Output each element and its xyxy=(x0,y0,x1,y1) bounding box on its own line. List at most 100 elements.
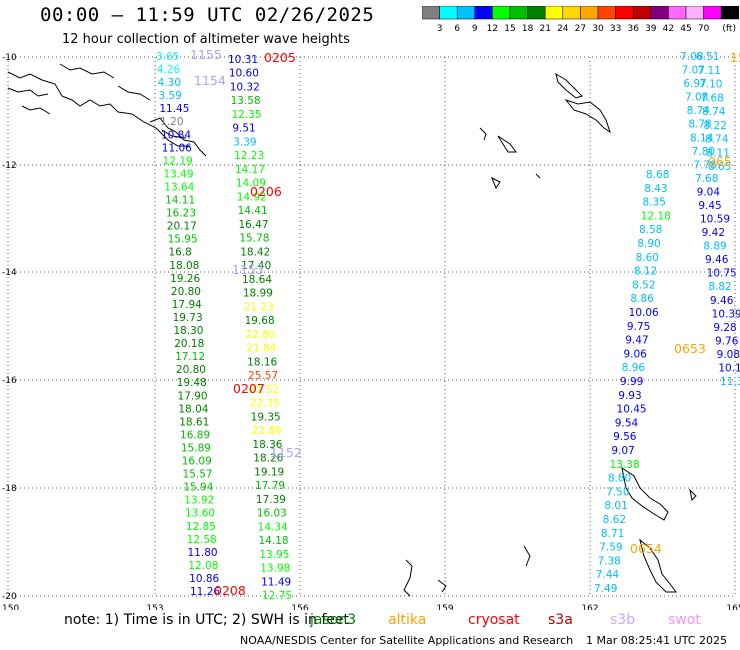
swh-value: 14.92 xyxy=(237,191,267,203)
footnote: note: 1) Time is in UTC; 2) SWH is in fe… xyxy=(64,612,350,628)
legend-s3a: s3a xyxy=(548,612,573,628)
swh-value: 20.80 xyxy=(171,286,201,298)
swh-value: 18.42 xyxy=(240,246,270,258)
swh-value: 12.75 xyxy=(262,590,292,602)
swh-value: 9.76 xyxy=(715,335,739,347)
swh-value: 11.06 xyxy=(162,142,192,154)
swh-value: 12.85 xyxy=(186,521,216,533)
pass-time-label: 0653 xyxy=(674,341,706,356)
swh-value: 8.01 xyxy=(604,500,627,512)
latitude-label: -18 xyxy=(2,484,17,494)
swh-value: 18.61 xyxy=(179,416,209,428)
swh-value: 18.64 xyxy=(242,274,272,286)
legend-s3b: s3b xyxy=(610,612,636,628)
swh-value: 20.80 xyxy=(176,364,206,376)
swh-value: 14.34 xyxy=(258,521,288,533)
swh-value: 11.26 xyxy=(190,586,220,598)
swh-value: 12.19 xyxy=(163,155,193,167)
swh-value: 8.43 xyxy=(644,183,667,195)
swh-value: 13.95 xyxy=(259,549,289,561)
swh-value: 18.26 xyxy=(253,453,283,465)
swh-value: 8.74 xyxy=(702,106,726,118)
scale-tick-label: 21 xyxy=(539,24,550,34)
longitude-label: 159 xyxy=(436,604,453,610)
swh-value: 16.8 xyxy=(168,247,191,259)
swh-value: 8.52 xyxy=(632,279,655,291)
swh-value: 10.06 xyxy=(629,307,659,319)
latitude-label: -16 xyxy=(2,376,17,386)
axis-ticks: -10 -12 -14 -16 -18 -20 150 153 156 159 162 165 xyxy=(2,53,740,610)
pass-time-label: 151 xyxy=(730,50,740,65)
swh-value: 19.26 xyxy=(170,273,200,285)
swh-value: 11.45 xyxy=(159,103,189,115)
map-title: 00:00 — 11:59 UTC 02/26/2025 xyxy=(40,4,375,26)
swh-value: 17.40 xyxy=(241,260,271,272)
swh-value: 15.94 xyxy=(183,482,213,494)
scale-tick-label: 36 xyxy=(627,24,639,34)
swh-value: 8.89 xyxy=(703,241,726,253)
swh-value: 7.59 xyxy=(599,542,622,554)
swh-value: 9.54 xyxy=(615,417,639,429)
longitude-label: 165 xyxy=(726,604,740,610)
swh-value: 7.11 xyxy=(698,65,721,77)
swh-value: 18.08 xyxy=(169,260,199,272)
longitude-label: 156 xyxy=(291,604,308,610)
swh-value: 9.75 xyxy=(627,321,650,333)
swh-value: 18.36 xyxy=(252,439,282,451)
swh-value: 18.99 xyxy=(243,288,273,300)
swh-value: 7.38 xyxy=(597,555,620,567)
swh-value: 6.97 xyxy=(683,78,706,90)
swh-value: 10.84 xyxy=(161,129,191,141)
swh-value: 10.45 xyxy=(617,404,647,416)
swh-value: 10.59 xyxy=(700,214,730,226)
scale-tick-label: 12 xyxy=(487,24,498,34)
latitude-label: -14 xyxy=(2,268,17,278)
swh-value: 13.64 xyxy=(164,181,194,193)
pass-time-label: 1153 xyxy=(232,262,264,277)
swh-value: 8.78 xyxy=(688,119,711,131)
swh-value: 3.65 xyxy=(156,51,179,63)
swh-value: 9.46 xyxy=(710,295,734,307)
wave-height-map: 3.654.264.303.5911.451.2010.8411.0612.19… xyxy=(2,47,740,610)
latitude-label: -12 xyxy=(2,161,17,171)
swh-value: 19.68 xyxy=(245,315,275,327)
swh-value: 25.57 xyxy=(248,370,278,382)
pass-time-label: 065 xyxy=(708,154,732,169)
swh-value: 9.42 xyxy=(702,227,725,239)
swh-value: 8.71 xyxy=(601,528,624,540)
swh-value: 17.79 xyxy=(255,480,285,492)
latitude-label: -20 xyxy=(2,592,17,602)
map-subtitle: 12 hour collection of altimeter wave hei… xyxy=(62,32,350,47)
swh-value: 16.23 xyxy=(166,208,196,220)
swh-value: 7.80 xyxy=(692,146,715,158)
generated-timestamp: 1 Mar 08:25:41 UTC 2025 xyxy=(586,634,727,647)
pass-time-label: 0208 xyxy=(214,583,246,598)
swh-value: 8.58 xyxy=(639,224,662,236)
swh-value: 12.35 xyxy=(231,109,261,121)
pass-time-label: 1154 xyxy=(194,73,226,88)
swh-value: 19.35 xyxy=(251,411,281,423)
legend-jason3: jason3 xyxy=(310,612,357,628)
swh-value: 12.58 xyxy=(187,534,217,546)
swh-value: 15.57 xyxy=(183,469,213,481)
pass-time-label: 1155 xyxy=(190,47,222,62)
swh-value: 14.11 xyxy=(165,195,195,207)
swh-value: 8.14 xyxy=(690,132,714,144)
scale-tick-label: 3 xyxy=(437,24,443,34)
swh-value: 21.52 xyxy=(249,384,279,396)
pass-time-label: 0654 xyxy=(630,541,662,556)
swh-value: 10.86 xyxy=(189,573,219,585)
scale-tick-label: 15 xyxy=(504,24,515,34)
legend-cryosat: cryosat xyxy=(468,612,520,628)
swh-value: 7.08 xyxy=(685,92,708,104)
scale-tick-label: 39 xyxy=(645,24,657,34)
scale-tick-label: 42 xyxy=(663,24,674,34)
swh-value: 9.08 xyxy=(717,349,740,361)
swh-value: 8.74 xyxy=(705,134,729,146)
swh-value: 8.80 xyxy=(608,473,631,485)
swh-value: 11.49 xyxy=(261,576,291,588)
swh-value: 10.32 xyxy=(230,81,260,93)
swh-value: 18.16 xyxy=(247,356,277,368)
scale-tick-label: 6 xyxy=(454,24,460,34)
swh-value: 8.60 xyxy=(636,252,659,264)
